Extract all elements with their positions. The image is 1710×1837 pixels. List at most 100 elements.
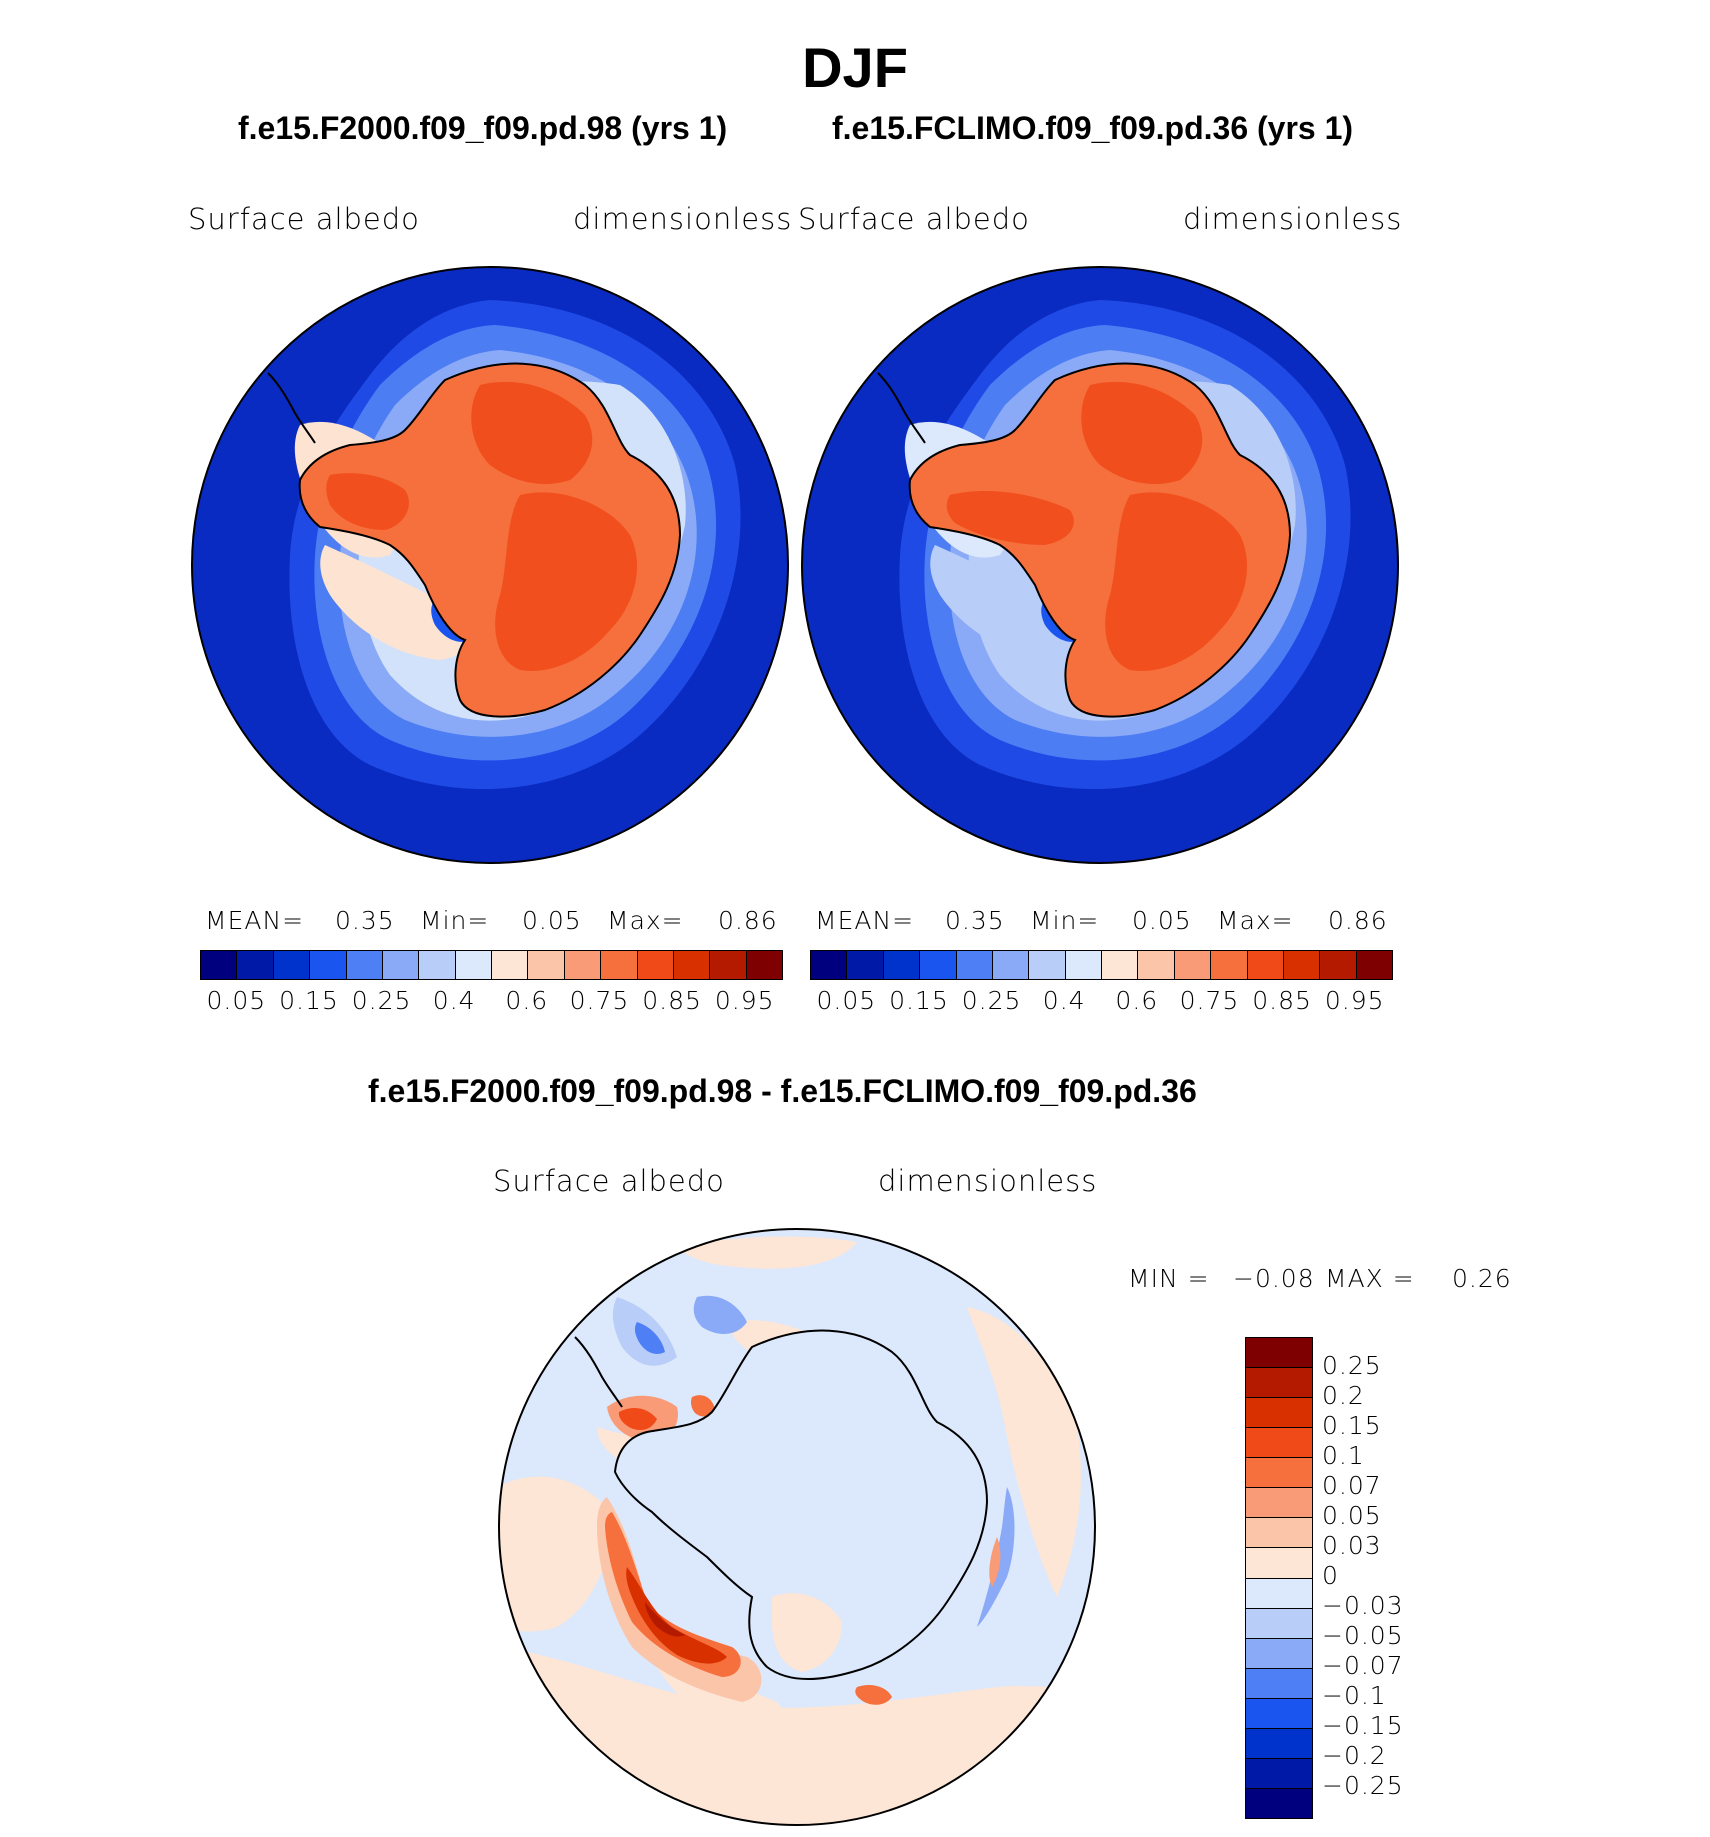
- colorbar-panel1-swatch: [492, 951, 529, 979]
- colorbar-panel1-swatch: [673, 951, 711, 979]
- colorbar-panel1-tick-label: 0.15: [279, 986, 339, 1015]
- panel1-max-value: 0.86: [718, 906, 778, 935]
- panel2-max-value: 0.86: [1328, 906, 1388, 935]
- colorbar-diff-swatch: [1246, 1637, 1312, 1668]
- colorbar-diff-tick-label: −0.2: [1322, 1741, 1387, 1770]
- colorbar-panel1-swatch: [455, 951, 492, 979]
- colorbar-panel2: [810, 950, 1393, 980]
- colorbar-diff-swatch: [1246, 1757, 1312, 1788]
- colorbar-panel2-swatch: [1356, 951, 1392, 979]
- colorbar-panel1-swatch: [382, 951, 420, 979]
- colorbar-diff-swatch: [1246, 1727, 1312, 1758]
- colorbar-diff-tick-label: 0.25: [1322, 1351, 1382, 1380]
- colorbar-panel1-tick-label: 0.05: [206, 986, 267, 1015]
- colorbar-panel1-swatch: [419, 951, 456, 979]
- colorbar-panel2-swatch: [1102, 951, 1139, 979]
- colorbar-diff-tick-label: 0.1: [1322, 1441, 1365, 1470]
- colorbar-panel2-swatch: [956, 951, 993, 979]
- colorbar-diff: [1245, 1337, 1313, 1819]
- panel1-min-label: Min=: [420, 906, 490, 935]
- colorbar-panel2-swatch: [1247, 951, 1284, 979]
- colorbar-panel1-swatch: [601, 951, 638, 979]
- colorbar-diff-tick-label: 0.03: [1322, 1531, 1382, 1560]
- panel1-mean-label: MEAN=: [205, 906, 305, 935]
- colorbar-panel2-tick-label: 0.6: [1115, 986, 1159, 1015]
- colorbar-panel1-tick-label: 0.25: [351, 986, 412, 1015]
- panel2-case-title: f.e15.FCLIMO.f09_f09.pd.36 (yrs 1): [832, 110, 1354, 146]
- colorbar-diff-tick-label: 0.07: [1322, 1471, 1382, 1500]
- colorbar-diff-swatch: [1246, 1427, 1312, 1458]
- colorbar-panel1-swatch: [637, 951, 674, 979]
- colorbar-panel2-swatch: [1029, 951, 1066, 979]
- colorbar-panel2-tick-label: 0.85: [1252, 986, 1312, 1015]
- colorbar-diff-swatch: [1246, 1577, 1312, 1608]
- colorbar-diff-tick-label: −0.07: [1322, 1651, 1404, 1680]
- colorbar-panel2-swatch: [1065, 951, 1102, 979]
- colorbar-diff-tick-label: −0.03: [1322, 1591, 1404, 1620]
- colorbar-diff-swatch: [1246, 1517, 1312, 1548]
- colorbar-panel1-swatch: [273, 951, 311, 979]
- colorbar-panel2-tick-label: 0.05: [816, 986, 877, 1015]
- colorbar-panel1-tick-label: 0.95: [714, 986, 775, 1015]
- map-panel-diff: [498, 1228, 1096, 1826]
- panel1-case-title: f.e15.F2000.f09_f09.pd.98 (yrs 1): [238, 110, 728, 146]
- colorbar-panel2-swatch: [992, 951, 1030, 979]
- panel2-mean-label: MEAN=: [815, 906, 915, 935]
- colorbar-panel1-swatch: [564, 951, 602, 979]
- panel1-mean-value: 0.35: [335, 906, 395, 935]
- map-panel-2: [801, 266, 1399, 864]
- colorbar-diff-tick-label: −0.15: [1322, 1711, 1404, 1740]
- colorbar-panel1-tick-label: 0.6: [505, 986, 549, 1015]
- colorbar-panel1-swatch: [310, 951, 347, 979]
- colorbar-panel1-swatch: [346, 951, 383, 979]
- colorbar-panel2-swatch: [883, 951, 921, 979]
- diff-max-label: MAX =: [1325, 1264, 1415, 1293]
- colorbar-panel1-swatch: [710, 951, 747, 979]
- panel1-variable: Surface albedo: [188, 202, 420, 236]
- diff-min-value: −0.08: [1233, 1264, 1315, 1293]
- colorbar-panel2-tick-label: 0.75: [1179, 986, 1240, 1015]
- colorbar-diff-tick-label: 0.2: [1322, 1381, 1365, 1410]
- colorbar-diff-tick-label: −0.25: [1322, 1771, 1404, 1800]
- diff-min-label: MIN =: [1128, 1264, 1210, 1293]
- colorbar-diff-tick-label: −0.05: [1322, 1621, 1404, 1650]
- colorbar-diff-swatch: [1246, 1667, 1312, 1698]
- colorbar-diff-swatch: [1246, 1487, 1312, 1518]
- map-panel-1: [191, 266, 789, 864]
- colorbar-panel2-tick-label: 0.25: [961, 986, 1022, 1015]
- panel2-max-label: Max=: [1217, 906, 1294, 935]
- colorbar-diff-swatch: [1246, 1338, 1312, 1368]
- colorbar-panel1-swatch: [237, 951, 274, 979]
- colorbar-diff-tick-label: 0.05: [1322, 1501, 1382, 1530]
- panel1-units: dimensionless: [573, 202, 793, 236]
- colorbar-diff-swatch: [1246, 1607, 1312, 1638]
- colorbar-panel2-swatch: [1283, 951, 1321, 979]
- colorbar-panel1-tick-label: 0.4: [432, 986, 476, 1015]
- colorbar-diff-tick-label: 0: [1322, 1561, 1339, 1590]
- colorbar-panel2-tick-label: 0.15: [889, 986, 949, 1015]
- diff-max-value: 0.26: [1452, 1264, 1512, 1293]
- colorbar-panel1-swatch: [746, 951, 782, 979]
- colorbar-panel2-swatch: [1211, 951, 1248, 979]
- panel2-mean-value: 0.35: [945, 906, 1005, 935]
- colorbar-diff-swatch: [1246, 1367, 1312, 1398]
- diff-units: dimensionless: [878, 1164, 1098, 1198]
- colorbar-panel2-swatch: [1174, 951, 1212, 979]
- colorbar-panel2-swatch: [811, 951, 848, 979]
- colorbar-diff-swatch: [1246, 1397, 1312, 1428]
- panel2-units: dimensionless: [1183, 202, 1403, 236]
- colorbar-panel1-swatch: [528, 951, 565, 979]
- colorbar-panel1-tick-label: 0.85: [642, 986, 702, 1015]
- colorbar-diff-swatch: [1246, 1457, 1312, 1488]
- diff-title: f.e15.F2000.f09_f09.pd.98 - f.e15.FCLIMO…: [368, 1073, 1197, 1109]
- colorbar-diff-swatch: [1246, 1547, 1312, 1578]
- colorbar-panel2-swatch: [920, 951, 957, 979]
- colorbar-panel2-swatch: [847, 951, 884, 979]
- colorbar-diff-tick-label: −0.1: [1322, 1681, 1387, 1710]
- colorbar-diff-tick-label: 0.15: [1322, 1411, 1382, 1440]
- panel1-min-value: 0.05: [522, 906, 582, 935]
- colorbar-panel2-tick-label: 0.4: [1042, 986, 1086, 1015]
- season-title: DJF: [802, 36, 908, 99]
- colorbar-diff-swatch: [1246, 1697, 1312, 1728]
- colorbar-diff-swatch: [1246, 1787, 1312, 1818]
